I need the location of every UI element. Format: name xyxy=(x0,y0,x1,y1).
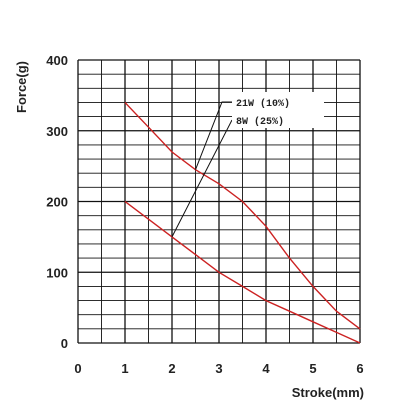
series-line-21w xyxy=(124,102,361,330)
callout-line-8w xyxy=(171,119,233,238)
y-tick-label: 400 xyxy=(46,53,68,68)
legend: 21W (10%) 8W (25%) xyxy=(232,92,324,128)
x-tick-label: 3 xyxy=(215,361,222,376)
callout-line-21w xyxy=(195,101,232,170)
y-axis-label: Force(g) xyxy=(14,61,29,113)
x-tick-label: 1 xyxy=(121,361,128,376)
x-tick-label: 6 xyxy=(356,361,363,376)
y-tick-label: 300 xyxy=(46,124,68,139)
y-tick-labels: 0 100 200 300 400 xyxy=(46,53,68,351)
legend-callouts xyxy=(171,101,233,238)
x-tick-label: 2 xyxy=(168,361,175,376)
x-tick-label: 5 xyxy=(309,361,316,376)
series-line-8w xyxy=(124,200,361,344)
y-tick-label: 100 xyxy=(46,265,68,280)
legend-box xyxy=(232,92,324,128)
x-tick-label: 0 xyxy=(74,361,81,376)
x-tick-labels: 0 1 2 3 4 5 6 xyxy=(74,361,363,376)
y-tick-label: 200 xyxy=(46,195,68,210)
legend-entry-8w: 8W (25%) xyxy=(236,116,284,128)
y-tick-label: 0 xyxy=(61,336,68,351)
x-tick-label: 4 xyxy=(262,361,270,376)
legend-entry-21w: 21W (10%) xyxy=(236,98,290,110)
series-lines xyxy=(124,102,361,344)
x-axis-label: Stroke(mm) xyxy=(292,385,364,400)
